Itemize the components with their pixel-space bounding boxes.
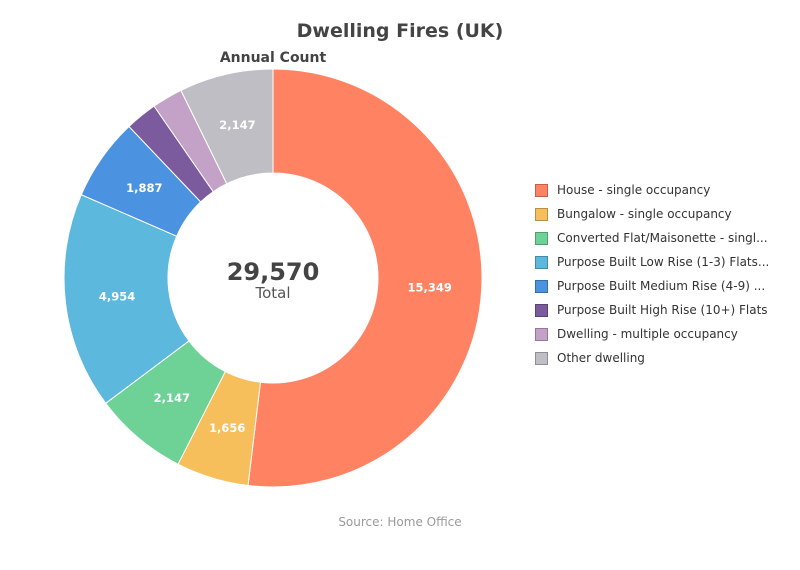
legend-item-3[interactable]: Converted Flat/Maisonette - singl... [535,226,769,250]
legend-item-8[interactable]: Other dwelling [535,346,769,370]
donut-slices [63,68,483,488]
legend-label: Bungalow - single occupancy [557,207,732,221]
legend-item-5[interactable]: Purpose Built Medium Rise (4-9) ... [535,274,769,298]
chart-title: Dwelling Fires (UK) [296,20,504,42]
slice-value-label-3: 2,147 [154,391,190,405]
donut-slice-4[interactable] [63,194,190,404]
slice-value-label-1: 15,349 [408,280,452,294]
center-total-label: Total [254,284,290,302]
legend-swatch [535,255,548,269]
legend-label: Purpose Built High Rise (10+) Flats [557,303,768,317]
legend-swatch [535,183,548,197]
chart-subtitle: Annual Count [219,50,327,66]
legend-item-1[interactable]: House - single occupancy [535,178,769,202]
legend-label: House - single occupancy [557,183,711,197]
donut-slice-8[interactable] [180,68,274,185]
chart-legend: House - single occupancy Bungalow - singl… [535,178,769,370]
legend-item-2[interactable]: Bungalow - single occupancy [535,202,769,226]
slice-value-label-4: 4,954 [99,289,135,303]
legend-swatch [535,303,548,317]
legend-label: Other dwelling [557,351,645,365]
legend-item-4[interactable]: Purpose Built Low Rise (1-3) Flats... [535,250,769,274]
chart-source: Source: Home Office [338,515,462,529]
legend-label: Purpose Built Low Rise (1-3) Flats... [557,255,770,269]
legend-swatch [535,327,548,341]
slice-value-label-5: 1,887 [126,181,162,195]
legend-swatch [535,351,548,365]
legend-swatch [535,231,548,245]
center-total-value: 29,570 [227,258,320,286]
donut-slice-1[interactable] [247,68,483,488]
legend-item-7[interactable]: Dwelling - multiple occupancy [535,322,769,346]
slice-labels: 15,349 1,656 2,147 4,954 1,887 2,147 [99,118,452,435]
legend-label: Dwelling - multiple occupancy [557,327,738,341]
legend-swatch [535,207,548,221]
slice-value-label-2: 1,656 [209,421,245,435]
legend-item-6[interactable]: Purpose Built High Rise (10+) Flats [535,298,769,322]
legend-swatch [535,279,548,293]
legend-label: Converted Flat/Maisonette - singl... [557,231,768,245]
legend-label: Purpose Built Medium Rise (4-9) ... [557,279,766,293]
slice-value-label-8: 2,147 [219,118,255,132]
